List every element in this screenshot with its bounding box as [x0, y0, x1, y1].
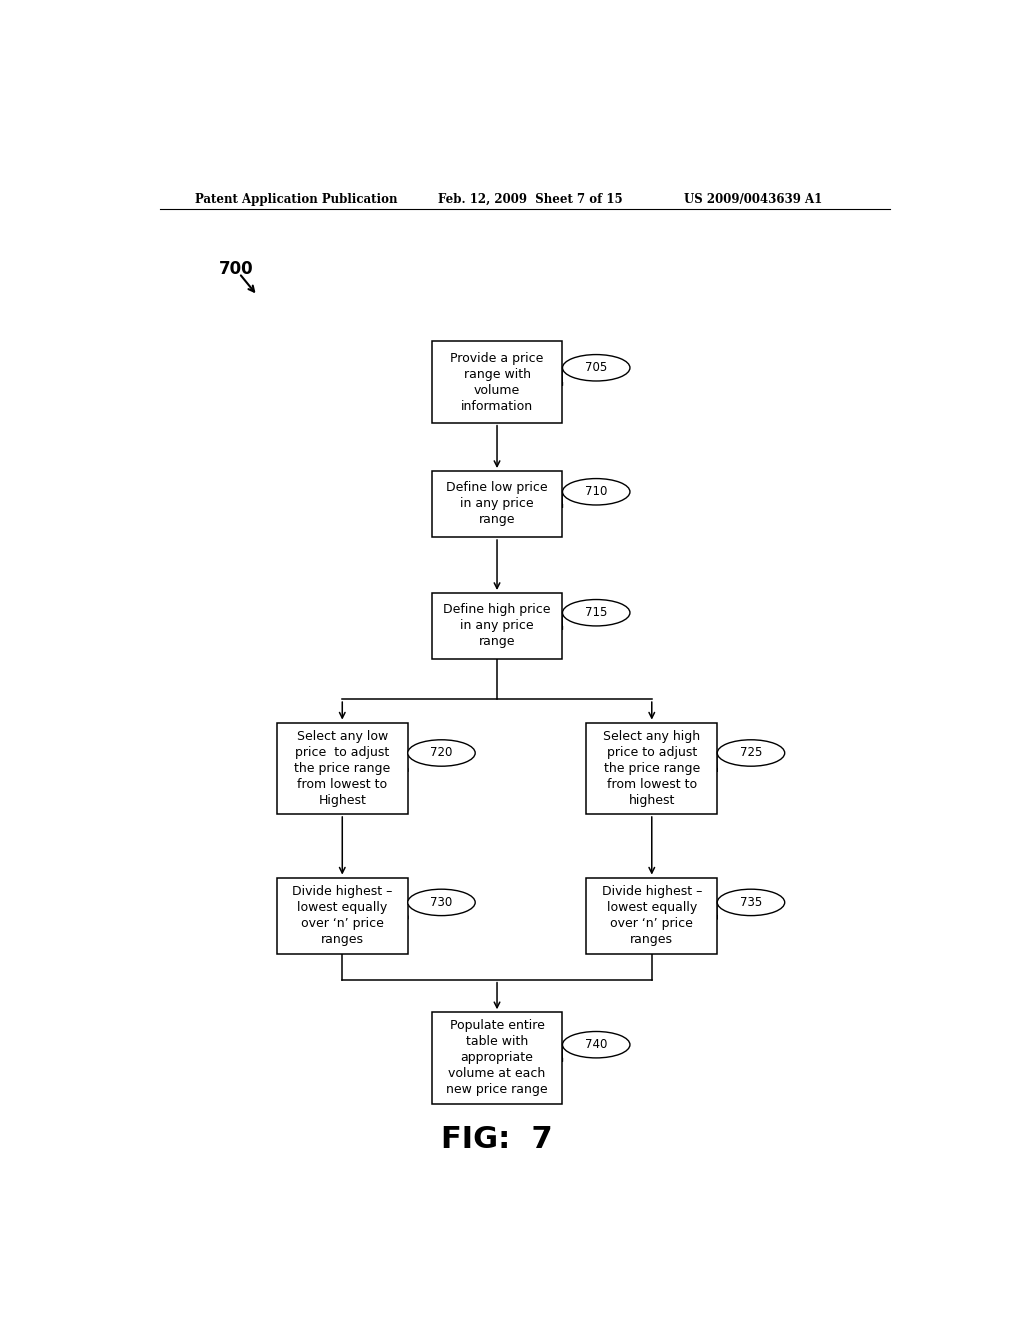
Text: 725: 725 [739, 747, 762, 759]
FancyBboxPatch shape [587, 722, 717, 814]
Text: US 2009/0043639 A1: US 2009/0043639 A1 [684, 193, 822, 206]
Ellipse shape [717, 890, 784, 916]
Text: Patent Application Publication: Patent Application Publication [196, 193, 398, 206]
Ellipse shape [717, 739, 784, 766]
FancyBboxPatch shape [431, 471, 562, 537]
Text: 700: 700 [219, 260, 254, 279]
Text: Divide highest –
lowest equally
over ‘n’ price
ranges: Divide highest – lowest equally over ‘n’… [292, 886, 392, 946]
Text: Select any low
price  to adjust
the price range
from lowest to
Highest: Select any low price to adjust the price… [294, 730, 390, 807]
FancyBboxPatch shape [276, 878, 408, 954]
Text: Populate entire
table with
appropriate
volume at each
new price range: Populate entire table with appropriate v… [446, 1019, 548, 1097]
Text: FIG:  7: FIG: 7 [441, 1125, 553, 1154]
Text: 735: 735 [740, 896, 762, 909]
Ellipse shape [562, 355, 630, 381]
Ellipse shape [562, 599, 630, 626]
Text: 715: 715 [585, 606, 607, 619]
Text: 740: 740 [585, 1039, 607, 1051]
FancyBboxPatch shape [587, 878, 717, 954]
Ellipse shape [562, 479, 630, 506]
Text: Provide a price
range with
volume
information: Provide a price range with volume inform… [451, 351, 544, 413]
Text: 720: 720 [430, 747, 453, 759]
FancyBboxPatch shape [431, 342, 562, 422]
Ellipse shape [408, 890, 475, 916]
Text: 705: 705 [585, 362, 607, 375]
Text: 730: 730 [430, 896, 453, 909]
Text: Define low price
in any price
range: Define low price in any price range [446, 482, 548, 527]
Text: Divide highest –
lowest equally
over ‘n’ price
ranges: Divide highest – lowest equally over ‘n’… [601, 886, 702, 946]
Ellipse shape [562, 1031, 630, 1057]
Ellipse shape [408, 739, 475, 766]
Text: 710: 710 [585, 486, 607, 498]
FancyBboxPatch shape [431, 1012, 562, 1104]
FancyBboxPatch shape [276, 722, 408, 814]
Text: Feb. 12, 2009  Sheet 7 of 15: Feb. 12, 2009 Sheet 7 of 15 [437, 193, 623, 206]
Text: Select any high
price to adjust
the price range
from lowest to
highest: Select any high price to adjust the pric… [603, 730, 700, 807]
Text: Define high price
in any price
range: Define high price in any price range [443, 603, 551, 648]
FancyBboxPatch shape [431, 593, 562, 659]
